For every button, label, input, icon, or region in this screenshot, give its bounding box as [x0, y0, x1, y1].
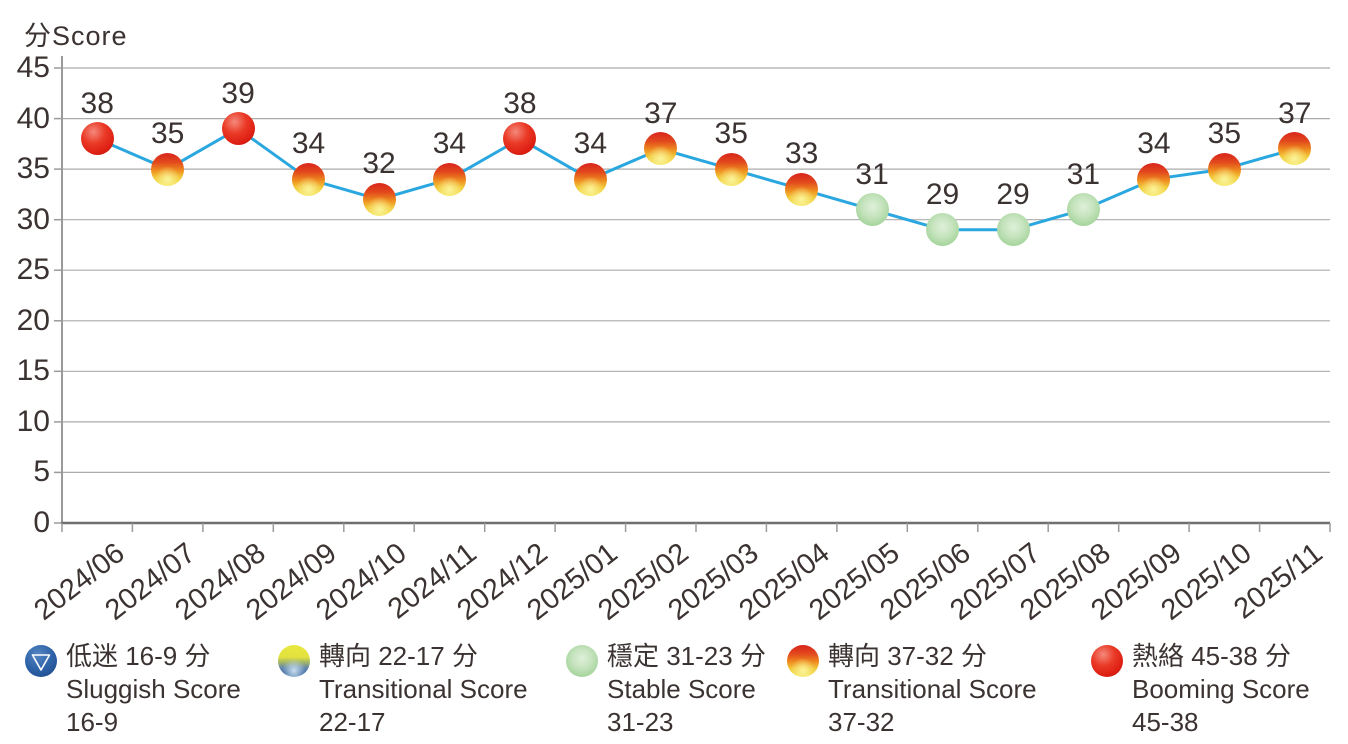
- data-point-value: 34: [432, 127, 467, 161]
- blue-triangle-sphere-icon: [25, 645, 57, 677]
- legend-label-zh: 轉向 22-17 分: [319, 641, 478, 671]
- data-point-value: 29: [925, 177, 960, 211]
- data-point-value: 38: [503, 86, 537, 120]
- data-point-value: 32: [362, 147, 396, 181]
- data-point-value: 35: [150, 117, 185, 151]
- chart-title: 分Score: [24, 21, 128, 51]
- legend-label-zh: 轉向 37-32 分: [828, 641, 987, 671]
- legend-label-range: 37-32: [828, 707, 895, 737]
- data-point-value: 31: [855, 157, 889, 191]
- legend-label-range: 22-17: [319, 707, 386, 737]
- legend-label-range: 31-23: [607, 707, 674, 737]
- legend-label-en: Stable Score: [607, 674, 756, 704]
- data-point-transitional-high: [785, 172, 819, 206]
- data-point-transitional-high: [1278, 132, 1312, 166]
- y-axis-label: 0: [33, 506, 50, 539]
- data-point-booming: [221, 112, 255, 146]
- data-point-value: 38: [80, 86, 114, 120]
- data-point-value: 34: [1137, 127, 1171, 161]
- data-point-transitional-high: [362, 182, 396, 216]
- legend-item-booming: 熱絡 45-38 分 Booming Score 45-38: [1091, 640, 1310, 739]
- data-point-stable: [926, 213, 960, 247]
- data-point-value: 35: [714, 117, 748, 151]
- data-point-transitional-high: [292, 162, 326, 196]
- data-point-transitional-high: [714, 152, 748, 186]
- y-axis-label: 30: [16, 202, 50, 236]
- data-point-stable: [996, 213, 1030, 247]
- y-axis-label: 35: [16, 152, 50, 186]
- data-point-transitional-high: [151, 152, 185, 186]
- legend-label-en: Transitional Score: [319, 674, 528, 704]
- yellow-blue-sphere-icon: [278, 645, 310, 677]
- green-sphere-icon: [566, 645, 598, 677]
- data-point-value: 37: [1278, 96, 1312, 130]
- data-point-value: 39: [221, 76, 255, 110]
- data-point-transitional-high: [1207, 152, 1241, 186]
- y-axis-label: 25: [16, 253, 50, 287]
- data-point-value: 37: [644, 96, 678, 130]
- legend-label-en: Sluggish Score: [66, 674, 241, 704]
- data-point-transitional-high: [644, 132, 678, 166]
- data-point-booming: [503, 122, 537, 156]
- data-point-stable: [855, 193, 889, 227]
- legend-label-en: Booming Score: [1132, 674, 1310, 704]
- y-axis-label: 10: [16, 404, 50, 438]
- legend: 低迷 16-9 分 Sluggish Score 16-9 轉向 22-17 分…: [0, 640, 1348, 744]
- red-yellow-sphere-icon: [787, 645, 819, 677]
- data-point-value: 33: [784, 137, 819, 171]
- legend-item-transitional-low: 轉向 22-17 分 Transitional Score 22-17: [278, 640, 528, 739]
- data-point-value: 34: [291, 127, 326, 161]
- data-point-value: 29: [996, 177, 1030, 211]
- legend-label-range: 45-38: [1132, 707, 1199, 737]
- legend-label-zh: 穩定 31-23 分: [607, 641, 766, 671]
- legend-item-transitional-high: 轉向 37-32 分 Transitional Score 37-32: [787, 640, 1037, 739]
- y-axis-label: 20: [16, 303, 50, 337]
- data-point-booming: [80, 122, 114, 156]
- y-axis-label: 45: [16, 51, 50, 84]
- data-point-transitional-high: [1137, 162, 1171, 196]
- legend-label-en: Transitional Score: [828, 674, 1037, 704]
- data-point-transitional-high: [432, 162, 466, 196]
- legend-item-stable: 穩定 31-23 分 Stable Score 31-23: [566, 640, 766, 739]
- y-axis-label: 5: [33, 455, 50, 489]
- legend-label-range: 16-9: [66, 707, 119, 737]
- legend-item-sluggish: 低迷 16-9 分 Sluggish Score 16-9: [25, 640, 241, 739]
- red-sphere-icon: [1091, 645, 1123, 677]
- legend-label-zh: 低迷 16-9 分: [66, 641, 211, 671]
- data-point-transitional-high: [573, 162, 607, 196]
- data-point-value: 34: [573, 127, 608, 161]
- data-point-value: 31: [1066, 157, 1101, 191]
- data-point-value: 35: [1207, 117, 1242, 151]
- plot-area: [54, 56, 1331, 532]
- y-axis-label: 15: [16, 354, 50, 388]
- legend-label-zh: 熱絡 45-38 分: [1132, 641, 1291, 671]
- data-point-stable: [1066, 193, 1100, 227]
- y-axis-label: 40: [16, 101, 50, 135]
